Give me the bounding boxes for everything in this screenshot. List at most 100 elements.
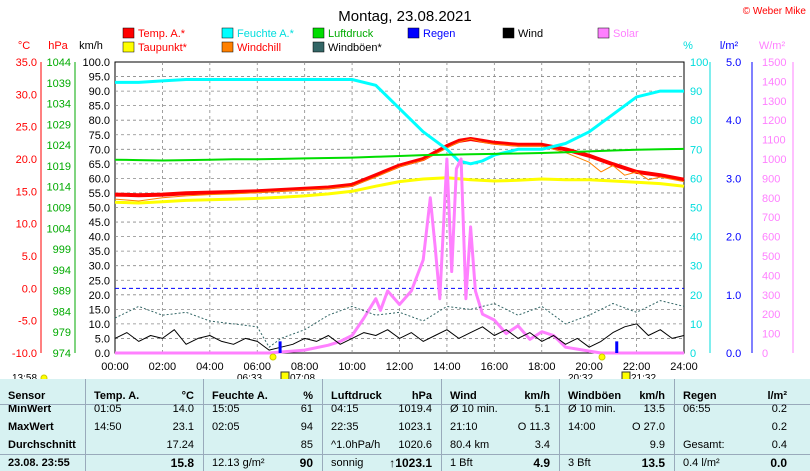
legend-swatch-8 [312, 41, 325, 53]
left-time-label: 13:58 [12, 373, 37, 379]
sunrise-marker [269, 353, 277, 361]
x-tick-label: 16:00 [481, 361, 509, 373]
series-line-6 [114, 300, 685, 348]
series-line-7 [114, 323, 685, 351]
table-group-unit: km/h [524, 390, 550, 402]
table-cell-value: 23.1 [172, 421, 194, 433]
series-line-5 [115, 157, 684, 355]
table-cell-value: O 27.0 [631, 421, 665, 433]
solar-tick-label: 0 [762, 348, 768, 360]
table-divider [0, 404, 810, 405]
solar-tick-label: 300 [762, 290, 780, 302]
x-tick-label: 18:00 [528, 361, 556, 373]
table-cell-label: 14:00 [568, 421, 596, 433]
humidity-tick-label: 10 [690, 319, 702, 331]
series-line-0 [114, 137, 685, 198]
wind-tick-label: 80.0 [89, 115, 110, 127]
legend-label-6: Taupunkt* [138, 42, 188, 54]
legend-swatch-3 [407, 27, 420, 39]
table-group-header: Windböen [568, 390, 622, 402]
temp-tick-label: 20.0 [16, 154, 37, 166]
table-cell-value: 15.8 [170, 456, 194, 470]
pressure-tick-label: 984 [53, 306, 71, 318]
wind-tick-label: 50.0 [89, 203, 110, 215]
table-cell-value: 1019.4 [398, 403, 432, 415]
wind-tick-label: 95.0 [89, 72, 110, 84]
table-cell-value: 17.24 [166, 439, 194, 451]
table-cell-value: 61 [300, 403, 313, 415]
table-cell-value: 9.9 [649, 439, 665, 451]
x-tick-label: 06:00 [243, 361, 271, 373]
rain-tick-label: 3.0 [726, 173, 741, 185]
temp-tick-label: 25.0 [16, 122, 37, 134]
pressure-tick-label: 979 [53, 327, 71, 339]
unit-wind: km/h [79, 40, 103, 52]
legend-swatch-1 [221, 27, 234, 39]
x-tick-label: 00:00 [101, 361, 129, 373]
x-tick-label: 02:00 [149, 361, 177, 373]
table-cell-value: 4.9 [533, 456, 550, 470]
legend-label-1: Feuchte A.* [237, 28, 295, 40]
humidity-tick-label: 60 [690, 173, 702, 185]
table-cell-label: 06:55 [683, 403, 711, 415]
moonrise-icon [280, 371, 290, 379]
solar-tick-label: 1500 [762, 57, 786, 69]
table-cell-value: 94 [300, 421, 313, 433]
table-cell-value: 0.4 [771, 439, 787, 451]
table-group-unit: % [303, 390, 313, 402]
humidity-tick-label: 90 [690, 86, 702, 98]
table-divider [0, 454, 810, 455]
pressure-tick-label: 1014 [47, 182, 71, 194]
wind-tick-label: 45.0 [89, 217, 110, 229]
unit-pressure: hPa [48, 40, 68, 52]
series-line-1 [114, 138, 685, 202]
table-cell-label: 04:15 [331, 403, 359, 415]
x-tick-label: 14:00 [433, 361, 461, 373]
solar-tick-label: 600 [762, 232, 780, 244]
solar-tick-label: 1200 [762, 115, 786, 127]
table-cell-value: 3.4 [534, 439, 550, 451]
pressure-tick-label: 1034 [47, 99, 71, 111]
table-cell-value: ↑1023.1 [389, 456, 432, 470]
solar-tick-label: 1100 [762, 135, 786, 147]
table-row-label: 23.08. 23:55 [8, 457, 70, 469]
unit-rain: l/m² [720, 40, 739, 52]
humidity-tick-label: 80 [690, 115, 702, 127]
rain-tick-label: 2.0 [726, 232, 741, 244]
pressure-tick-label: 1039 [47, 78, 71, 90]
legend-swatch-7 [221, 41, 234, 53]
table-group-unit: °C [181, 390, 194, 402]
x-tick-label: 12:00 [386, 361, 414, 373]
table-cell-value: 1023.1 [398, 421, 432, 433]
solar-tick-label: 800 [762, 193, 780, 205]
table-cell-label: ^1.0hPa/h [331, 439, 381, 451]
wind-tick-label: 70.0 [89, 144, 110, 156]
wind-tick-label: 40.0 [89, 232, 110, 244]
pressure-tick-label: 1004 [47, 223, 71, 235]
solar-tick-label: 400 [762, 270, 780, 282]
humidity-tick-label: 100 [690, 57, 708, 69]
table-cell-value: 1020.6 [398, 439, 432, 451]
table-cell-value: 0.2 [771, 421, 787, 433]
wind-tick-label: 5.0 [95, 333, 110, 345]
chart-title: Montag, 23.08.2021 [338, 8, 471, 25]
table-divider [441, 379, 442, 471]
temp-tick-label: 0.0 [22, 283, 37, 295]
wind-tick-label: 25.0 [89, 275, 110, 287]
temp-tick-label: 35.0 [16, 57, 37, 69]
table-group-header: Regen [683, 390, 717, 402]
pressure-tick-label: 974 [53, 348, 71, 360]
unit-solar: W/m² [759, 40, 786, 52]
solar-tick-label: 100 [762, 329, 780, 341]
table-row-label: MaxWert [8, 421, 54, 433]
table-cell-label: 1 Bft [450, 457, 473, 469]
x-tick-label: 08:00 [291, 361, 319, 373]
solar-tick-label: 200 [762, 309, 780, 321]
table-cell-label: 22:35 [331, 421, 359, 433]
pressure-tick-label: 1029 [47, 119, 71, 131]
unit-temp: °C [18, 40, 30, 52]
solar-tick-label: 1400 [762, 76, 786, 88]
wind-tick-label: 30.0 [89, 261, 110, 273]
wind-tick-label: 75.0 [89, 130, 110, 142]
legend-label-0: Temp. A.* [138, 28, 186, 40]
